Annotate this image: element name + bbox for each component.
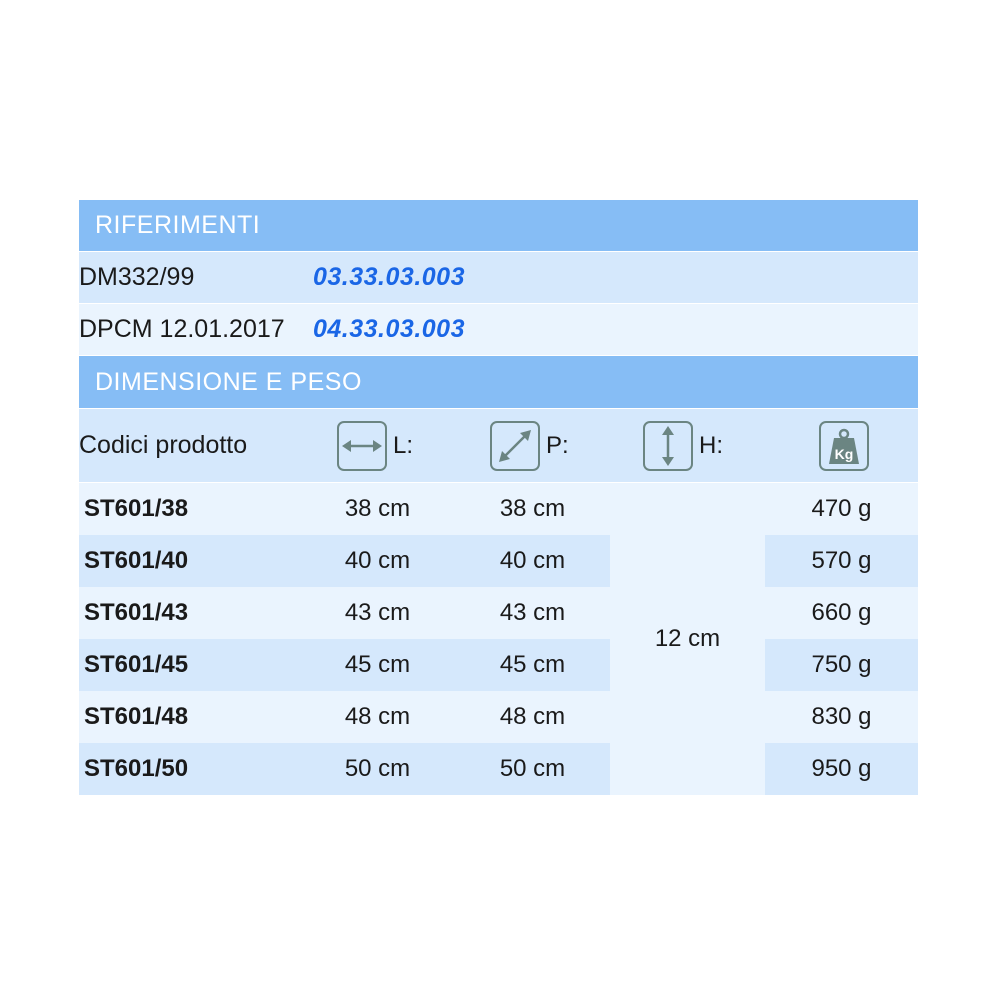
svg-text:Kg: Kg — [835, 446, 854, 462]
length-value: 43 cm — [344, 599, 411, 626]
section-title: RIFERIMENTI — [95, 211, 261, 239]
header-label: H: — [699, 431, 723, 459]
product-code: ST601/48 — [84, 703, 189, 730]
weight-value: 660 g — [811, 599, 872, 626]
product-code: ST601/45 — [84, 651, 189, 678]
reference-label: DM332/99 — [79, 263, 195, 291]
reference-row: DM332/99 03.33.03.003 — [79, 252, 918, 303]
header-weight: Kg — [816, 409, 872, 482]
weight-value: 830 g — [811, 703, 872, 730]
header-label: P: — [546, 431, 569, 459]
header-height: H: — [643, 409, 763, 482]
table-row: ST601/45 45 cm 45 cm 750 g — [79, 639, 918, 691]
depth-value: 38 cm — [499, 495, 566, 522]
header-depth: P: — [490, 409, 610, 482]
table-row: ST601/50 50 cm 50 cm 950 g — [79, 743, 918, 795]
weight-value: 950 g — [811, 755, 872, 782]
depth-value: 40 cm — [499, 547, 566, 574]
header-label: L: — [393, 431, 414, 459]
table-row: ST601/40 40 cm 40 cm 570 g — [79, 535, 918, 587]
kg-weight-icon: Kg — [819, 420, 869, 471]
table-header-row: Codici prodotto L: P: H: Kg — [79, 409, 918, 482]
table-row: ST601/48 48 cm 48 cm 830 g — [79, 691, 918, 743]
length-value: 45 cm — [344, 651, 411, 678]
length-value: 50 cm — [344, 755, 411, 782]
product-code: ST601/50 — [84, 755, 189, 782]
depth-value: 45 cm — [499, 651, 566, 678]
product-code: ST601/40 — [84, 547, 189, 574]
product-code: ST601/43 — [84, 599, 189, 626]
diagonal-arrow-icon — [490, 420, 540, 471]
length-value: 40 cm — [344, 547, 411, 574]
product-code: ST601/38 — [84, 495, 189, 522]
length-value: 38 cm — [344, 495, 411, 522]
reference-label: DPCM 12.01.2017 — [79, 315, 285, 343]
section-header-riferimenti: RIFERIMENTI — [79, 200, 918, 251]
weight-value: 570 g — [811, 547, 872, 574]
weight-value: 470 g — [811, 495, 872, 522]
depth-value: 48 cm — [499, 703, 566, 730]
table-row: ST601/43 43 cm 43 cm 660 g — [79, 587, 918, 639]
height-cell: 12 cm — [610, 483, 765, 795]
header-codes: Codici prodotto — [79, 431, 248, 459]
section-title: DIMENSIONE E PESO — [95, 368, 362, 396]
reference-code: 04.33.03.003 — [313, 315, 465, 343]
section-header-dimensioni: DIMENSIONE E PESO — [79, 356, 918, 408]
table-row: ST601/38 38 cm 38 cm 470 g — [79, 483, 918, 535]
weight-value: 750 g — [811, 651, 872, 678]
length-value: 48 cm — [344, 703, 411, 730]
vertical-arrow-icon — [643, 420, 693, 471]
horizontal-arrow-icon — [337, 420, 387, 471]
depth-value: 50 cm — [499, 755, 566, 782]
reference-code: 03.33.03.003 — [313, 263, 465, 291]
header-length: L: — [337, 409, 457, 482]
reference-row: DPCM 12.01.2017 04.33.03.003 — [79, 304, 918, 355]
depth-value: 43 cm — [499, 599, 566, 626]
